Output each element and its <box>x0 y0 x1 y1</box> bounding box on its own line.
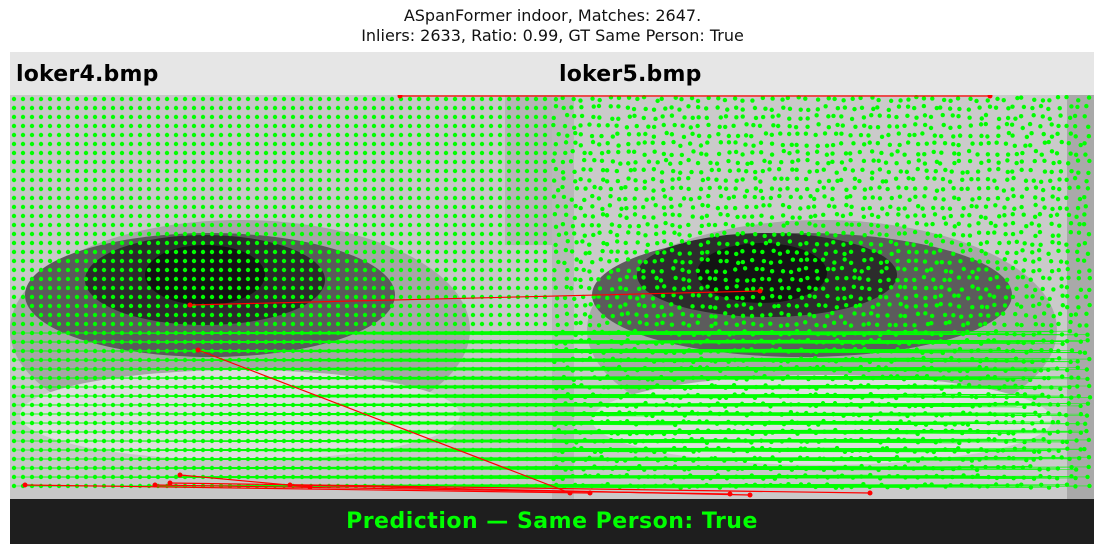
right-image-label: loker5.bmp <box>559 62 702 87</box>
image-pair <box>10 95 1094 499</box>
prediction-text: Prediction — Same Person: True <box>346 509 758 534</box>
left-eye-image <box>10 95 552 499</box>
title-line-1: ASpanFormer indoor, Matches: 2647. <box>403 6 702 25</box>
outlier-matches <box>22 95 993 498</box>
left-eye-shape <box>10 95 552 499</box>
figure-title: ASpanFormer indoor, Matches: 2647. Inlie… <box>0 6 1105 46</box>
prediction-banner: Prediction — Same Person: True <box>10 499 1094 544</box>
match-figure: loker4.bmp loker5.bmp <box>10 52 1094 544</box>
label-strip: loker4.bmp loker5.bmp <box>10 52 1094 95</box>
left-image-label: loker4.bmp <box>16 62 159 87</box>
inlier-lines <box>13 330 1090 489</box>
match-overlay <box>11 95 1093 498</box>
title-line-2: Inliers: 2633, Ratio: 0.99, GT Same Pers… <box>361 26 744 45</box>
inlier-points <box>11 95 1093 491</box>
